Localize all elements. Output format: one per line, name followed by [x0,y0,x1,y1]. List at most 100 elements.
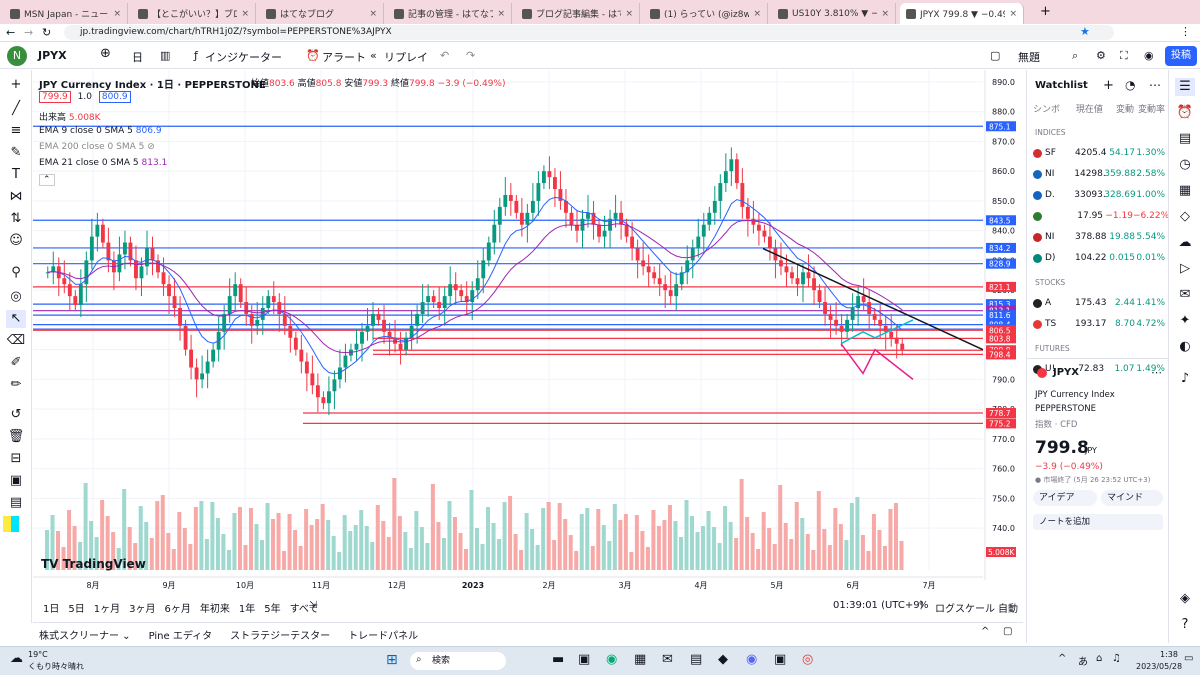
watchlist-section-header[interactable]: FUTURES [1035,344,1070,353]
alert-button[interactable]: アラート [322,51,366,64]
browser-tab[interactable]: はてなブログ × [260,3,384,24]
close-tab-icon[interactable]: × [241,8,249,19]
chat-icon[interactable]: ☁ [1178,235,1192,250]
weather-text[interactable]: くもり時々晴れ [28,662,84,671]
compare-add-icon[interactable]: ⊕ [100,46,111,61]
clock-time[interactable]: 1:38 [1160,650,1178,659]
temperature[interactable]: 19°C [28,650,48,659]
close-tab-icon[interactable]: × [881,8,889,19]
watchlist-row[interactable]: NI 378.88 19.88 5.54% [1033,230,1165,244]
messages-icon[interactable]: ✉ [1179,287,1191,302]
range-button[interactable]: 6ヶ月 [164,604,191,615]
watchlist-row[interactable]: NI 14298. 359.88 2.58% [1033,167,1165,181]
more-icon[interactable]: ⋯ [1149,78,1161,92]
calendar-icon[interactable]: ▦ [1178,183,1192,198]
range-button[interactable]: 5日 [68,604,85,615]
close-tab-icon[interactable]: × [1009,8,1017,19]
watchlist-row[interactable]: D. 33093. 328.69 1.00% [1033,188,1165,202]
xm-icon[interactable]: ▣ [774,652,787,667]
watchlist-column-header[interactable]: シンボ [1033,105,1061,115]
collapse-legend-icon[interactable]: ⌃ [39,174,55,186]
watchlist-row[interactable]: SF 4205.4 54.17 1.30% [1033,146,1165,160]
bottom-tab[interactable]: 株式スクリーナー ⌄ [39,631,131,642]
undo-tool-icon[interactable]: ↺ [10,407,22,422]
forward-icon[interactable]: → [24,26,34,39]
replay-button[interactable]: リプレイ [384,51,428,64]
bottom-tab[interactable]: トレードパネル [348,631,419,642]
trendline-icon[interactable]: ╱ [12,101,20,116]
basket-icon[interactable]: ⊟ [10,451,22,466]
marker-icon[interactable]: ✏ [10,377,22,392]
gear-icon[interactable]: ⚙ [1096,49,1106,62]
range-button[interactable]: 1ヶ月 [93,604,121,615]
redo-icon[interactable]: ↷ [466,49,476,62]
undo-icon[interactable]: ↶ [440,49,450,62]
add-symbol-icon[interactable]: + [1103,78,1114,93]
watchlist-section-header[interactable]: STOCKS [1035,278,1066,287]
percent-toggle[interactable]: % [919,600,929,611]
projection-icon[interactable]: ⇅ [10,211,22,226]
alerts-icon[interactable]: ⏰ [1176,105,1194,120]
mail-icon[interactable]: ✉ [662,652,673,667]
emoji-icon[interactable]: ☺ [9,233,23,248]
watchlist-column-header[interactable]: 現在値 [1075,105,1103,115]
ruler-icon[interactable]: ⚲ [11,265,21,280]
clock-readout[interactable]: 01:39:01 (UTC+9) [833,600,924,611]
tray-chevron-icon[interactable]: ^ [1058,653,1067,664]
eye-icon[interactable]: ◎ [10,289,22,304]
bottom-tab[interactable]: ストラテジーテスター [230,631,331,642]
log-toggle[interactable]: ログスケール [935,604,995,615]
ime-indicator[interactable]: あ [1078,657,1088,668]
hotlist-icon[interactable]: ◷ [1179,157,1191,172]
indicators-button[interactable]: インジケーター [205,51,282,64]
chart-pane[interactable]: 890.0880.0870.0860.0850.0840.0830.0820.0… [33,70,1016,590]
watchlist-icon[interactable]: ☰ [1175,78,1195,96]
maximize-panel-icon[interactable]: ▢ [1003,626,1013,637]
help-icon[interactable]: ? [1181,617,1189,632]
layers-icon[interactable]: ◈ [1180,591,1190,606]
taskbar-search[interactable]: 検索 [410,652,506,670]
notifications-icon[interactable]: ◐ [1179,339,1191,354]
search-icon[interactable]: ⌕ [1072,49,1079,62]
bell-icon[interactable]: ♪ [1180,371,1190,386]
watchlist-row[interactable]: A⁣ 175.43 2.44 1.41% [1033,296,1165,310]
ideas-button[interactable]: アイデア [1033,490,1097,506]
clipboard-icon[interactable]: ▤ [9,495,23,510]
watchlist-column-header[interactable]: 変動率 [1138,105,1166,115]
symbol-search[interactable]: JPYX [38,49,67,62]
new-tab-icon[interactable]: + [1040,4,1051,19]
avatar[interactable]: N [7,46,27,66]
chart-type-icon[interactable]: ▥ [160,49,171,62]
notification-icon[interactable]: ▭ [1184,653,1194,664]
watchlist-row[interactable]: D) 104.22 0.015 0.01% [1033,251,1165,265]
minds-button[interactable]: マインド [1101,490,1163,506]
close-tab-icon[interactable]: × [497,8,505,19]
watchlist-row[interactable]: 17.95 −1.19 −6.22% [1033,209,1169,223]
watchlist-row[interactable]: TS 193.17 8.70 4.72% [1033,317,1165,331]
watchlist-section-header[interactable]: INDICES [1035,128,1066,137]
add-note-button[interactable]: ノートを追加 [1033,514,1163,530]
pattern-icon[interactable]: ⋈ [9,189,23,204]
text-icon[interactable]: T [12,167,20,182]
range-button[interactable]: すべて [289,604,319,615]
close-tab-icon[interactable]: × [369,8,377,19]
lightbulb-icon[interactable]: ✦ [1179,313,1191,328]
range-button[interactable]: 1日 [43,604,60,615]
reload-icon[interactable]: ↻ [42,26,52,39]
auto-toggle[interactable]: 自動 [998,604,1018,615]
fullscreen-icon[interactable]: ⛶ [1120,49,1128,62]
streams-icon[interactable]: ▷ [1180,261,1190,276]
chrome-icon[interactable]: ◎ [802,652,814,667]
watchlist-column-header[interactable]: 変動 [1115,105,1134,115]
details-name[interactable]: JPY Currency Index [1035,390,1115,400]
ema9-legend[interactable]: EMA 9 close 0 SMA 5 806.9 [39,126,162,136]
eraser-icon[interactable]: ⌫ [6,333,26,348]
cam-icon[interactable]: ▣ [9,473,23,488]
ema9-line[interactable] [47,196,903,375]
photos-icon[interactable]: ◆ [718,652,728,667]
volume-icon[interactable]: ♫ [1112,653,1121,664]
bookmark-star-icon[interactable]: ★ [1080,25,1090,38]
layout-icon[interactable]: ▢ [990,49,1001,62]
range-button[interactable]: 1年 [238,604,256,615]
date-range-icon[interactable]: ⇲ [309,600,318,611]
